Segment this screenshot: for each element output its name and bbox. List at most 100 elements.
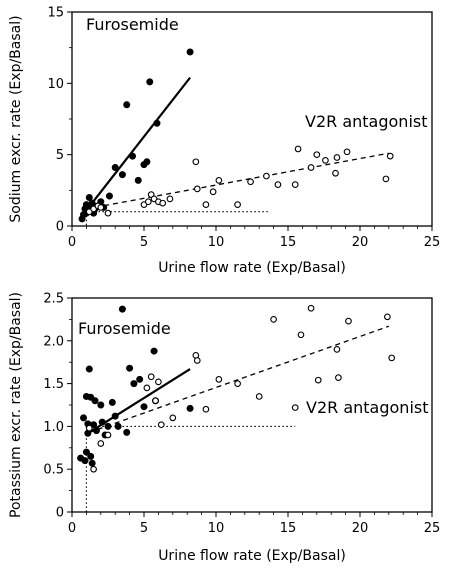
furosemide-point: [80, 414, 88, 422]
v2r-point: [345, 317, 352, 325]
v2r-point: [144, 198, 152, 206]
v2r-antagonist-annotation: V2R antagonist: [306, 398, 429, 417]
y-tick-label: 1.0: [43, 420, 64, 435]
y-tick-label: 1.5: [43, 377, 64, 392]
x-tick-label: 5: [140, 235, 148, 250]
v2r-point: [147, 373, 155, 381]
v2r-point: [343, 148, 351, 156]
potassium-panel: 0 5 10 15 20 25 0 0.5 1.0 1.5 2.0 2.5 Urine flow rat…: [8, 292, 440, 565]
v2r-point: [155, 378, 162, 386]
y-tick-label: 0.5: [43, 463, 64, 478]
v2r-point: [193, 357, 201, 364]
x-tick-label: 20: [352, 235, 369, 250]
v2r-point: [322, 157, 329, 164]
v2r-point: [307, 304, 315, 312]
furosemide-point: [118, 305, 126, 313]
y-tick-label: 2.0: [43, 334, 64, 349]
furosemide-point: [111, 412, 119, 420]
v2r-point: [270, 316, 277, 323]
furosemide-point: [81, 457, 89, 465]
v2r-point: [193, 185, 201, 193]
y-tick-label: 0: [56, 506, 64, 521]
furosemide-point: [88, 199, 96, 207]
v2r-point: [215, 176, 223, 184]
x-tick-label: 25: [424, 521, 441, 536]
x-tick-label: 25: [424, 235, 441, 250]
v2r-point: [332, 169, 339, 177]
furosemide-point: [136, 375, 144, 383]
furosemide-point: [143, 158, 151, 166]
v2r-point: [157, 421, 165, 429]
v2r-point: [314, 376, 322, 384]
x-tick-label: 15: [280, 235, 297, 250]
v2r-point: [388, 354, 396, 362]
v2r-point: [209, 188, 217, 196]
furosemide-point: [126, 364, 134, 372]
furosemide-point: [87, 452, 95, 460]
furosemide-point: [140, 403, 148, 411]
v2r-point: [382, 175, 390, 183]
x-tick-label: 15: [280, 521, 297, 536]
v2r-point: [294, 145, 302, 153]
y-axis-label: Potassium excr. rate (Exp/Basal): [8, 292, 24, 518]
v2r-point: [307, 164, 315, 171]
v2r-point: [215, 375, 223, 383]
v2r-point: [333, 154, 341, 161]
furosemide-point: [130, 380, 138, 388]
furosemide-fit-line: [88, 368, 191, 434]
v2r-point: [169, 414, 177, 422]
v2r-point: [97, 204, 105, 211]
v2r-fit-line: [86, 152, 389, 210]
furosemide-annotation: Furosemide: [86, 15, 179, 34]
v2r-point: [152, 397, 159, 405]
v2r-point: [384, 313, 391, 321]
v2r-point: [263, 172, 270, 180]
x-tick-label: 0: [68, 521, 76, 536]
furosemide-point: [186, 404, 194, 412]
v2r-point: [234, 380, 241, 387]
v2r-point: [90, 465, 97, 473]
x-axis-label: Urine flow rate (Exp/Basal): [158, 260, 346, 276]
v2r-antagonist-annotation: V2R antagonist: [305, 112, 428, 131]
x-tick-label: 10: [208, 521, 225, 536]
furosemide-point: [134, 176, 142, 184]
furosemide-annotation: Furosemide: [78, 319, 171, 338]
y-tick-label: 15: [47, 6, 64, 21]
v2r-point: [97, 440, 105, 447]
v2r-point: [104, 209, 112, 217]
v2r-point: [313, 151, 321, 159]
furosemide-point: [108, 398, 116, 406]
x-tick-label: 0: [68, 235, 76, 250]
v2r-point: [202, 201, 210, 208]
furosemide-point: [98, 418, 106, 426]
v2r-point: [166, 195, 174, 203]
furosemide-point: [146, 78, 154, 86]
x-tick-label: 20: [352, 521, 369, 536]
v2r-point: [247, 178, 254, 186]
y-tick-label: 5: [56, 148, 64, 163]
v2r-point: [202, 405, 210, 413]
furosemide-point: [91, 397, 99, 405]
furosemide-point: [111, 164, 119, 172]
x-axis-label: Urine flow rate (Exp/Basal): [158, 548, 346, 564]
v2r-point: [234, 201, 241, 208]
furosemide-fit-line: [85, 76, 191, 211]
y-tick-label: 2.5: [43, 292, 64, 307]
furosemide-point: [153, 119, 161, 127]
furosemide-point: [186, 48, 194, 56]
v2r-point: [297, 331, 305, 339]
v2r-point: [333, 346, 341, 353]
furosemide-point: [114, 422, 122, 430]
furosemide-point: [105, 192, 113, 200]
y-tick-label: 10: [47, 77, 64, 92]
furosemide-point: [85, 193, 93, 201]
v2r-point: [291, 404, 299, 411]
v2r-point: [291, 181, 299, 188]
v2r-point: [255, 393, 263, 400]
furosemide-point: [118, 171, 126, 179]
furosemide-point: [82, 448, 90, 456]
v2r-point: [192, 158, 200, 166]
furosemide-point: [128, 152, 136, 160]
